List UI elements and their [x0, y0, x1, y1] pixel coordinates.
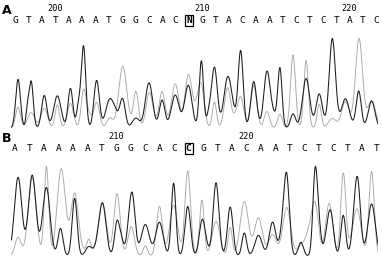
Text: C: C: [240, 16, 246, 25]
Text: T: T: [287, 144, 293, 153]
Text: T: T: [360, 16, 366, 25]
Text: A: A: [159, 16, 165, 25]
Text: G: G: [128, 144, 134, 153]
Text: A: A: [359, 144, 365, 153]
Text: T: T: [52, 16, 58, 25]
Text: C: C: [320, 16, 326, 25]
Text: G: G: [133, 16, 138, 25]
Text: A: A: [157, 144, 162, 153]
Text: G: G: [113, 144, 119, 153]
Text: A: A: [70, 144, 76, 153]
Text: T: T: [316, 144, 321, 153]
Text: A: A: [272, 144, 278, 153]
Text: G: G: [12, 16, 18, 25]
Text: A: A: [79, 16, 85, 25]
Text: C: C: [186, 144, 191, 153]
Text: 210: 210: [194, 4, 210, 13]
Text: T: T: [374, 144, 379, 153]
Text: C: C: [142, 144, 148, 153]
Text: T: T: [307, 16, 312, 25]
Text: C: C: [330, 144, 336, 153]
Text: 220: 220: [238, 132, 254, 141]
Text: 200: 200: [47, 4, 63, 13]
Text: T: T: [26, 16, 31, 25]
Text: A: A: [66, 16, 71, 25]
Text: A: A: [2, 4, 12, 17]
Text: 210: 210: [108, 132, 124, 141]
Text: T: T: [213, 16, 219, 25]
Text: G: G: [119, 16, 125, 25]
Text: T: T: [99, 144, 105, 153]
Text: C: C: [301, 144, 307, 153]
Text: A: A: [39, 16, 45, 25]
Text: A: A: [12, 144, 18, 153]
Text: A: A: [226, 16, 232, 25]
Text: G: G: [200, 144, 206, 153]
Text: C: C: [374, 16, 379, 25]
Text: A: A: [347, 16, 353, 25]
Text: B: B: [2, 132, 12, 145]
Text: C: C: [173, 16, 178, 25]
Text: T: T: [215, 144, 220, 153]
Text: T: T: [345, 144, 350, 153]
Text: T: T: [106, 16, 112, 25]
Text: C: C: [243, 144, 249, 153]
Text: T: T: [27, 144, 32, 153]
Text: N: N: [186, 16, 192, 25]
Text: G: G: [199, 16, 205, 25]
Text: A: A: [41, 144, 47, 153]
Text: A: A: [266, 16, 272, 25]
Text: T: T: [280, 16, 286, 25]
Text: C: C: [146, 16, 152, 25]
Text: C: C: [293, 16, 299, 25]
Text: A: A: [84, 144, 90, 153]
Text: A: A: [92, 16, 98, 25]
Text: 220: 220: [342, 4, 358, 13]
Text: T: T: [333, 16, 339, 25]
Text: C: C: [171, 144, 177, 153]
Text: A: A: [229, 144, 235, 153]
Text: A: A: [258, 144, 264, 153]
Text: A: A: [56, 144, 62, 153]
Text: A: A: [253, 16, 259, 25]
